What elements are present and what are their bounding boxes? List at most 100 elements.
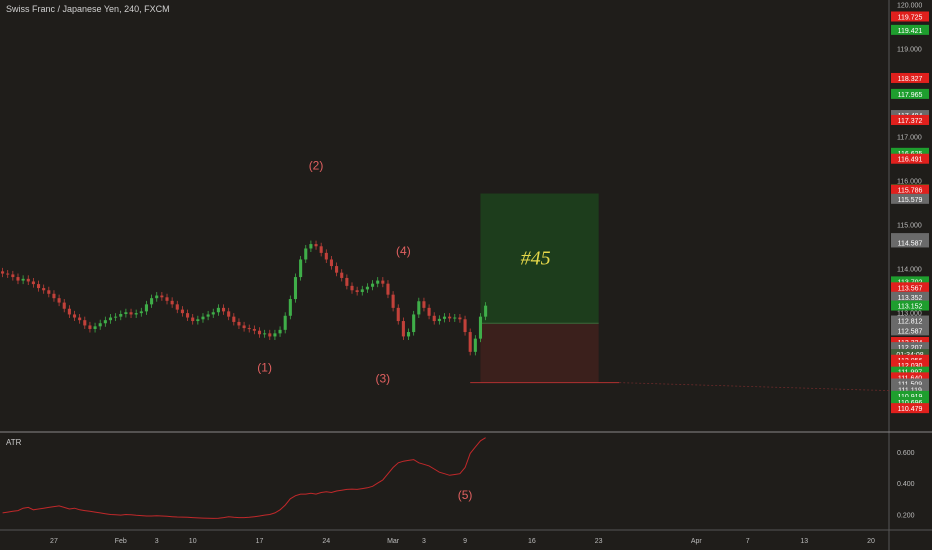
price-tag-label: 112.587: [898, 328, 923, 335]
time-axis-label: Feb: [115, 538, 127, 545]
price-tag: [891, 360, 929, 371]
time-axis-label: 10: [189, 538, 197, 545]
candle-body: [155, 295, 159, 299]
candle-body: [47, 290, 51, 294]
candle-body: [376, 280, 380, 284]
candle-body: [304, 248, 308, 260]
candle-body: [175, 304, 179, 310]
atr-panel: 0.600 0.400 0.200: [2, 437, 915, 519]
candle-body: [453, 317, 457, 319]
candle-body: [93, 326, 97, 329]
price-tag: [891, 342, 929, 353]
price-tag: [891, 291, 929, 302]
candle-body: [103, 320, 107, 324]
trade-label: #45: [521, 247, 551, 269]
candle-body: [350, 285, 354, 291]
candle-body: [340, 272, 344, 278]
price-axis-label: 119.000: [897, 46, 922, 53]
candle-body: [67, 308, 71, 315]
candle-body: [468, 332, 472, 352]
wave-label: (3): [375, 372, 390, 386]
candle-body: [273, 333, 277, 337]
candle-body: [381, 280, 385, 284]
candle-body: [206, 314, 210, 317]
candle-body: [6, 273, 10, 275]
candles: [1, 240, 488, 356]
atr-indicator-title: ATR: [6, 438, 22, 447]
candle-body: [150, 298, 154, 305]
price-axis-label: 114.000: [897, 266, 922, 273]
price-tag: [891, 336, 929, 347]
candle-body: [129, 312, 133, 315]
price-tag: [891, 184, 929, 195]
chart-title: Swiss Franc / Japanese Yen, 240, FXCM: [6, 4, 170, 14]
candle-body: [263, 333, 267, 335]
price-tag: [891, 390, 929, 401]
candle-body: [186, 313, 190, 318]
candle-body: [427, 307, 431, 316]
price-tag: [891, 384, 929, 395]
candle-body: [422, 301, 426, 308]
price-tag: [891, 403, 929, 414]
candle-body: [165, 297, 169, 301]
loss-zone: [480, 323, 599, 383]
candle-body: [396, 307, 400, 322]
candle-body: [437, 318, 441, 322]
candle-body: [237, 321, 241, 326]
time-axis-label: 17: [256, 538, 264, 545]
candle-body: [196, 319, 200, 322]
stop-extension-line: [619, 382, 890, 392]
candle-body: [191, 317, 195, 322]
price-tag: [891, 276, 929, 287]
price-tag: [891, 193, 929, 204]
candle-body: [448, 316, 452, 319]
price-tag-label: 113.567: [898, 285, 923, 292]
price-tag-label: 112.030: [898, 363, 923, 370]
time-axis-label: 20: [867, 538, 875, 545]
price-tag-label: 112.812: [898, 319, 923, 326]
candle-body: [247, 328, 251, 330]
price-tag: [891, 282, 929, 293]
candle-body: [72, 314, 77, 318]
candle-body: [201, 316, 205, 320]
price-tag: [891, 372, 929, 383]
candle-body: [31, 281, 35, 285]
candle-body: [391, 294, 395, 308]
candle-body: [227, 311, 231, 317]
candle-body: [432, 315, 436, 322]
time-axis-label: 3: [422, 538, 426, 545]
price-tag: [891, 349, 929, 360]
candle-body: [371, 283, 375, 287]
candle-body: [16, 277, 20, 281]
candle-body: [335, 266, 339, 273]
price-tag: [891, 237, 929, 248]
time-axis-label: 13: [800, 538, 808, 545]
wave-label: (4): [396, 244, 411, 258]
candle-body: [401, 321, 405, 337]
time-axis-label: Mar: [387, 538, 400, 545]
candle-body: [211, 312, 215, 315]
time-axis-label: 24: [322, 538, 330, 545]
price-tag-label: 115.786: [898, 188, 923, 195]
price-tag: [891, 396, 929, 407]
candle-body: [144, 304, 148, 312]
time-axis-label: 16: [528, 538, 536, 545]
price-tag-label: 118.327: [898, 76, 923, 83]
price-tag-label: 113.352: [898, 295, 923, 302]
candle-body: [83, 320, 87, 326]
candle-body: [283, 315, 287, 330]
candle-body: [119, 314, 123, 317]
candle-body: [124, 312, 128, 315]
candle-body: [26, 278, 30, 282]
atr-axis-label: 0.400: [897, 481, 915, 488]
price-tag: [891, 114, 929, 125]
time-axis-label: 27: [50, 538, 58, 545]
candle-body: [355, 290, 359, 293]
candle-body: [386, 283, 390, 295]
profit-zone: [480, 193, 599, 324]
candle-body: [324, 252, 328, 260]
price-tag-label: 117.372: [898, 118, 923, 125]
candle-body: [1, 271, 5, 274]
